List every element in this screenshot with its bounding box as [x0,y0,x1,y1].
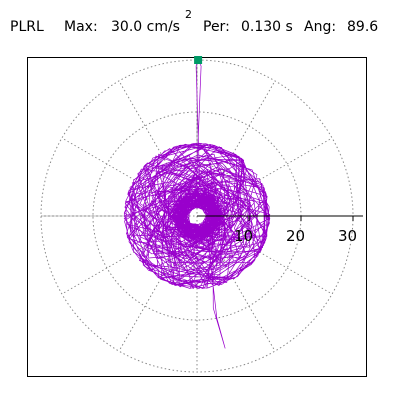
motion-trace [123,59,271,349]
max-value: 30.0 cm/s [111,19,180,35]
header-bar: PLRL Max: 30.0 cm/s 2 Per: 0.130 s Ang: … [0,9,400,39]
radial-tick-labels: 10 20 30 [234,216,357,245]
station-title: PLRL [10,19,44,35]
grid-spoke-330 [241,241,333,295]
grid-spoke-150 [61,137,153,191]
peak-marker [194,56,203,65]
grid-spoke-300 [222,260,276,352]
max-label: Max: [64,19,98,35]
radial-tick-label-30: 30 [338,227,357,245]
peak-marker-square [194,56,203,65]
angle-value: 89.6 [347,19,379,35]
angle-label: Ang: [304,19,337,35]
trace-path [123,59,271,349]
radial-tick-label-10: 10 [234,227,253,245]
max-unit-superscript: 2 [185,8,192,21]
radial-tick-label-20: 20 [286,227,305,245]
period-value: 0.130 s [241,19,293,35]
grid-spoke-240 [118,260,172,352]
period-label: Per: [203,19,230,35]
